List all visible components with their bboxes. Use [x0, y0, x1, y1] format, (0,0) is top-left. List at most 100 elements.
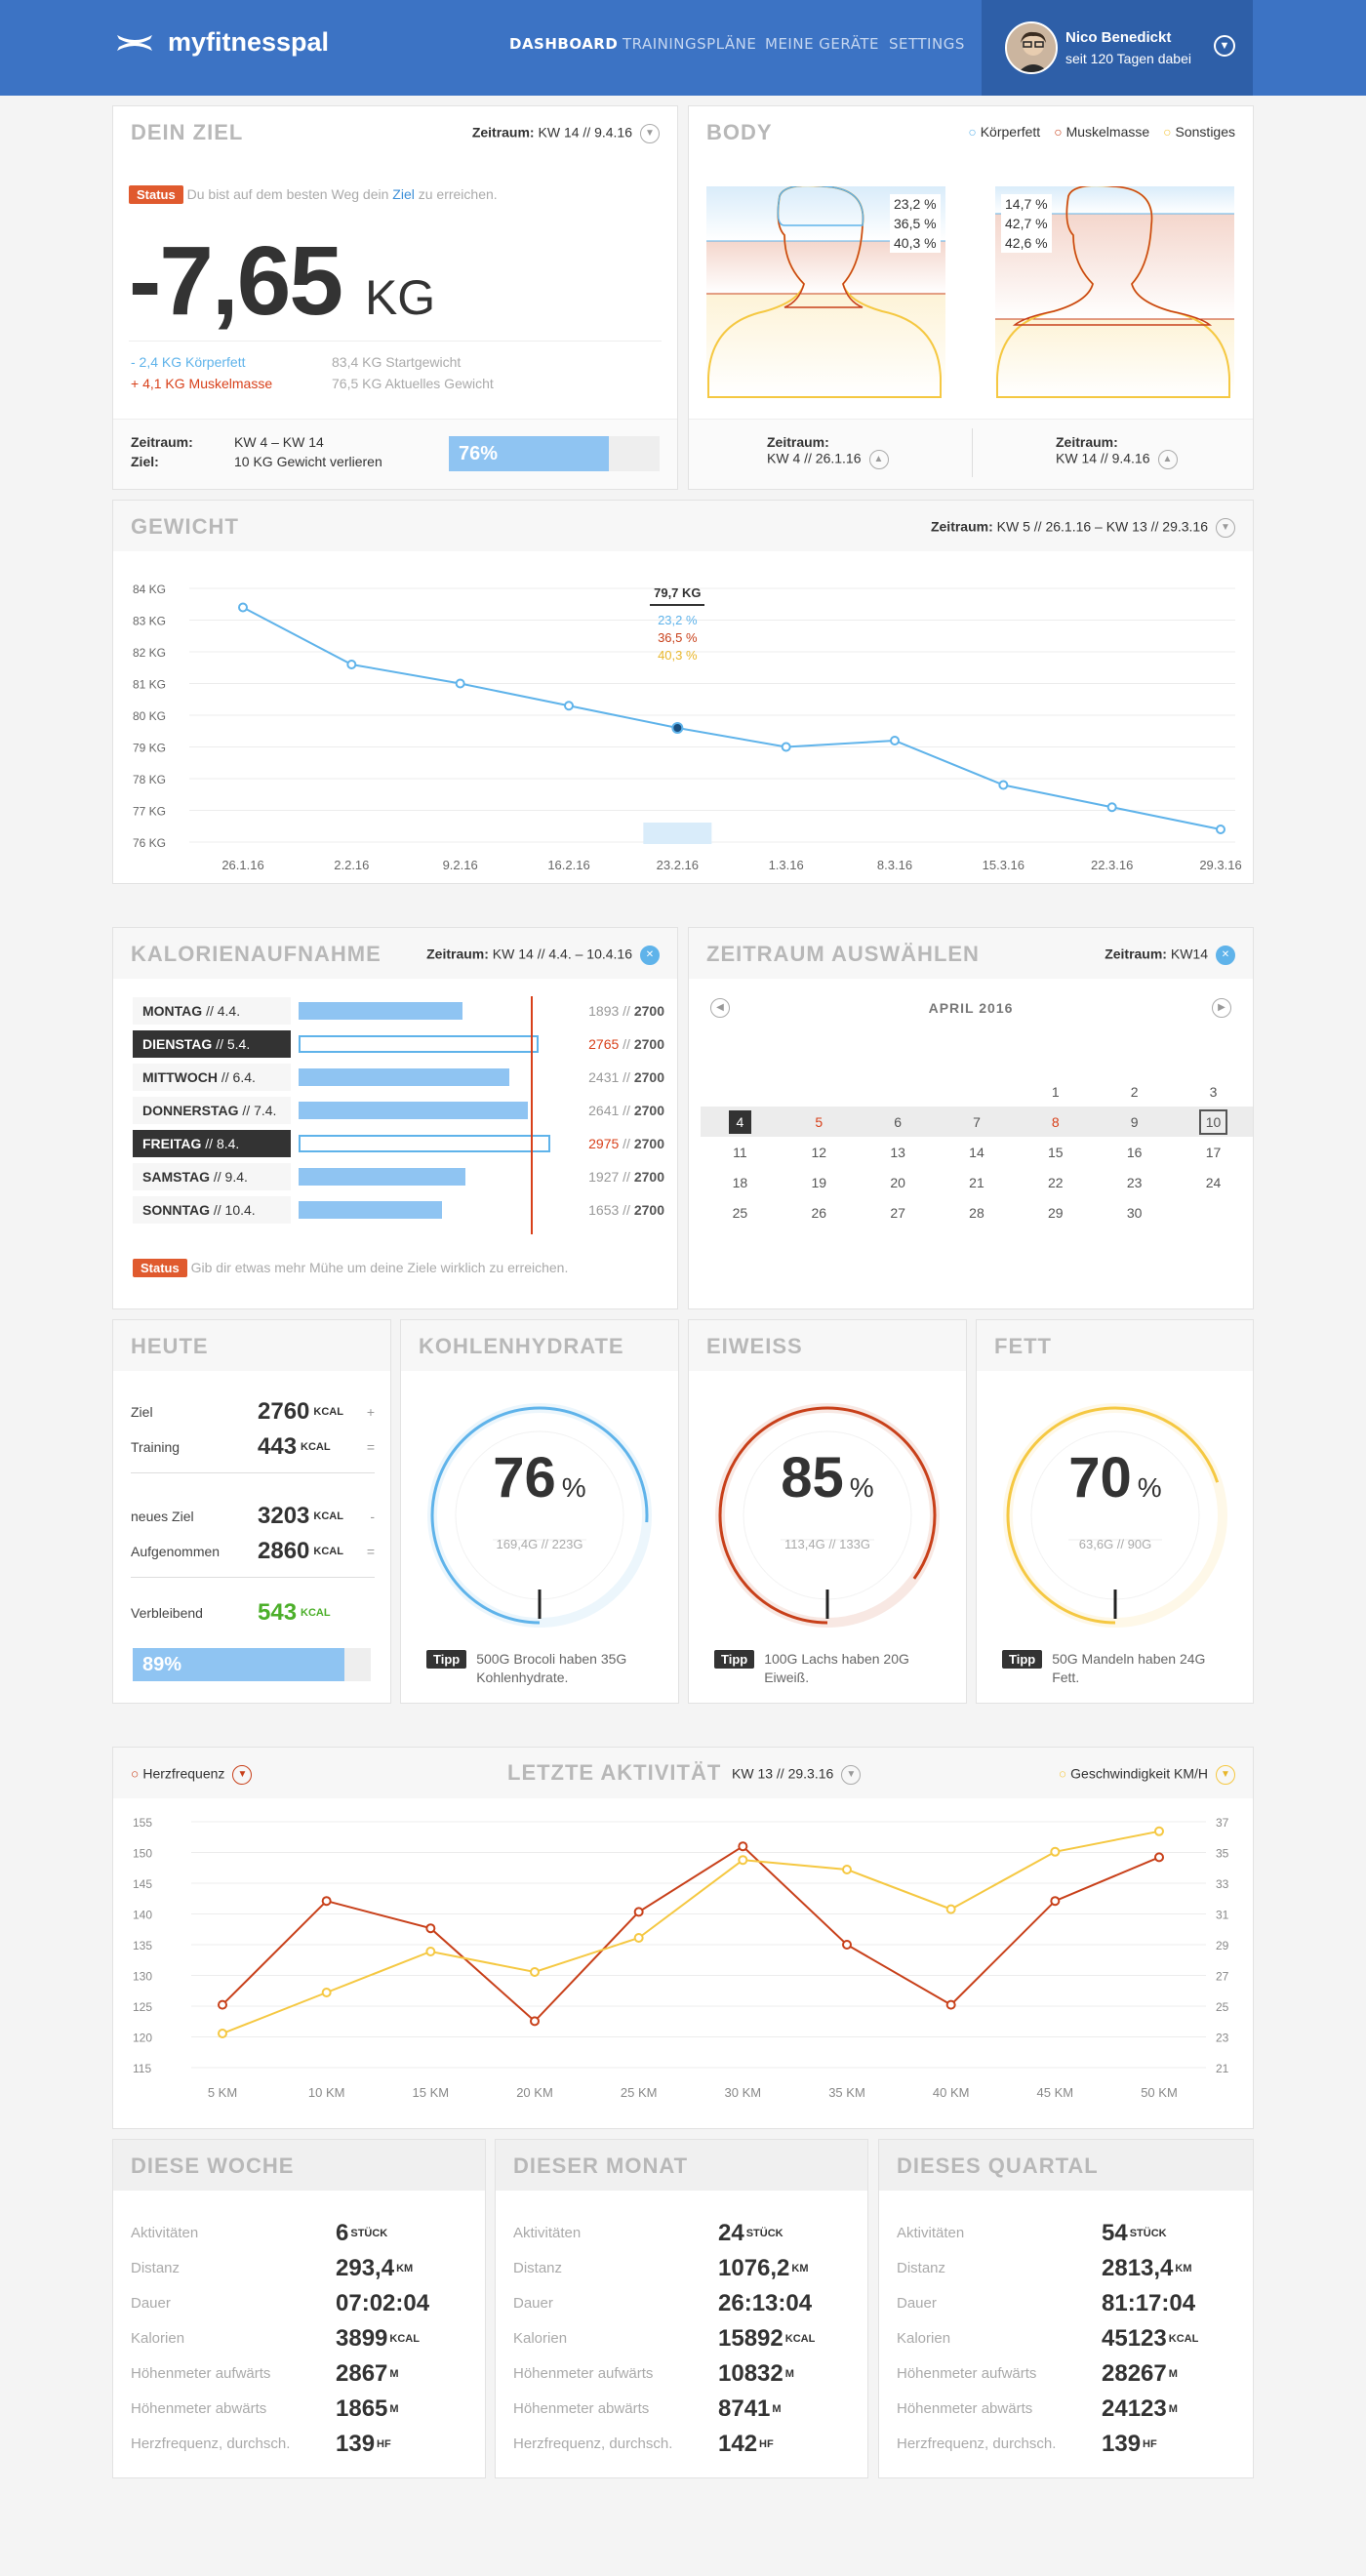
- fat-change: - 2,4 KG Körperfett: [131, 354, 246, 370]
- calorie-value: 1927 // 2700: [588, 1169, 664, 1185]
- logo[interactable]: myfitnesspal: [115, 27, 329, 58]
- activity-point: [321, 1896, 332, 1907]
- activity-point: [945, 1904, 956, 1914]
- x-tick-label: 2.2.16: [334, 858, 369, 872]
- day-label: FREITAG // 8.4.: [133, 1130, 291, 1157]
- chevron-down-icon[interactable]: ▼: [841, 1765, 862, 1785]
- calories-range: Zeitraum: KW 14 // 4.4. – 10.4.16 ✕: [426, 946, 660, 965]
- weight-point: [1216, 825, 1225, 834]
- chevron-up-icon[interactable]: ▲: [868, 450, 889, 469]
- goal-range: Zeitraum: KW 14 // 9.4.16 ▼: [472, 124, 660, 143]
- macro-title: KOHLENHYDRATE: [419, 1334, 624, 1358]
- chevron-up-icon[interactable]: ▲: [1157, 450, 1178, 469]
- stats-row: Dauer 81:17:04: [897, 2290, 1196, 2316]
- x-tick-label: 8.3.16: [877, 858, 912, 872]
- body-values-right: 14,7 % 42,7 % 42,6 %: [1001, 194, 1052, 253]
- activity-chart: 155 37 150 35 145 33 140 31 135 29 130 27 125 25 120 23…: [133, 1816, 1229, 2100]
- y-tick-label-right: 23: [1216, 2032, 1229, 2045]
- day-label: DIENSTAG // 5.4.: [133, 1030, 291, 1058]
- x-tick-label: 15 KM: [413, 2085, 450, 2100]
- calories-day-row[interactable]: FREITAG // 8.4. 2975 // 2700: [133, 1127, 664, 1160]
- chevron-left-icon[interactable]: ◀: [710, 998, 730, 1018]
- calories-day-row[interactable]: SONNTAG // 10.4. 1653 // 2700: [133, 1193, 664, 1227]
- goal-progress-bar: 76%: [449, 436, 660, 471]
- top-header: myfitnesspal DASHBOARD TRAININGSPLÄNE ME…: [0, 0, 1366, 96]
- start-weight: 83,4 KG Startgewicht: [332, 354, 462, 370]
- chevron-down-icon[interactable]: ▼: [232, 1765, 253, 1785]
- y-tick-label-right: 27: [1216, 1970, 1229, 1984]
- nav-dashboard[interactable]: DASHBOARD: [509, 35, 619, 53]
- chevron-down-icon[interactable]: ▼: [640, 124, 660, 143]
- app-name: myfitnesspal: [168, 27, 330, 57]
- today-row: Training 443 KCAL =: [131, 1433, 375, 1460]
- macro-progress-arc: [718, 1406, 937, 1625]
- muscle-change: + 4,1 KG Muskelmasse: [131, 376, 273, 391]
- calorie-bar: [299, 1135, 550, 1152]
- macro-tip: Tipp 50G Mandeln haben 24G Fett.: [1002, 1650, 1236, 1687]
- goal-link[interactable]: Ziel: [392, 186, 415, 202]
- chevron-down-icon[interactable]: ▼: [1214, 35, 1235, 57]
- nav-settings[interactable]: SETTINGS: [889, 35, 965, 53]
- chevron-right-icon[interactable]: ▶: [1212, 998, 1231, 1018]
- macro-percent: 85%: [781, 1446, 874, 1509]
- avatar: [1005, 21, 1058, 74]
- macro-card: FETT 70% 63,6G // 90G Tipp 50G Mandeln haben…: [976, 1319, 1254, 1704]
- activity-point: [842, 1865, 852, 1874]
- stats-row: Distanz 2813,4 KM: [897, 2255, 1192, 2281]
- y-tick-label-left: 130: [133, 1970, 152, 1984]
- activity-point: [842, 1940, 852, 1950]
- activity-point: [425, 1923, 436, 1934]
- calendar-day-today[interactable]: 10: [1198, 1108, 1228, 1135]
- y-tick-label: 84 KG: [133, 583, 166, 596]
- nav-meine-geraete[interactable]: MEINE GERÄTE: [765, 35, 879, 53]
- nav-trainingsplaene[interactable]: TRAININGSPLÄNE: [623, 35, 757, 53]
- calories-day-row[interactable]: DONNERSTAG // 7.4. 2641 // 2700: [133, 1094, 664, 1127]
- chevron-down-icon[interactable]: ▼: [1216, 518, 1235, 538]
- stats-row: Aktivitäten 6 STÜCK: [131, 2220, 388, 2246]
- day-label: MONTAG // 4.4.: [133, 997, 291, 1025]
- chevron-down-icon[interactable]: ▼: [1216, 1765, 1235, 1785]
- stats-row: Kalorien 15892 KCAL: [513, 2325, 816, 2352]
- stats-row: Höhenmeter aufwärts 2867 M: [131, 2360, 399, 2387]
- x-tick-label: 16.2.16: [547, 858, 589, 872]
- close-icon[interactable]: ✕: [1216, 946, 1235, 965]
- period-range: Zeitraum: KW14 ✕: [1105, 946, 1235, 965]
- calories-day-row[interactable]: SAMSTAG // 9.4. 1927 // 2700: [133, 1160, 664, 1193]
- x-tick-label: 26.1.16: [221, 858, 263, 872]
- calories-day-row[interactable]: MONTAG // 4.4. 1893 // 2700: [133, 994, 664, 1027]
- day-label: SAMSTAG // 9.4.: [133, 1163, 291, 1190]
- y-tick-label: 78 KG: [133, 773, 166, 786]
- weight-point: [564, 701, 574, 711]
- activity-point: [530, 1967, 540, 1977]
- y-tick-label: 79 KG: [133, 742, 166, 755]
- y-tick-label-left: 145: [133, 1877, 152, 1891]
- user-menu[interactable]: Nico Benedickt seit 120 Tagen dabei ▼: [982, 0, 1253, 96]
- stats-row: Höhenmeter abwärts 8741 M: [513, 2395, 782, 2422]
- calories-day-row[interactable]: MITTWOCH // 6.4. 2431 // 2700: [133, 1061, 664, 1094]
- stats-card: DIESER MONAT Aktivitäten 24 STÜCK Distanz 107…: [495, 2139, 868, 2478]
- highlight-band: [643, 823, 712, 844]
- weight-point: [238, 602, 248, 613]
- calories-title: KALORIENAUFNAHME: [131, 942, 382, 966]
- body-card: BODY ○ Körperfett ○ Muskelmasse ○ Sonsti…: [688, 105, 1254, 490]
- close-icon[interactable]: ✕: [640, 946, 660, 965]
- body-legend: ○ Körperfett ○ Muskelmasse ○ Sonstiges: [968, 124, 1235, 140]
- x-tick-label: 15.3.16: [983, 858, 1024, 872]
- calories-day-row[interactable]: DIENSTAG // 5.4. 2765 // 2700: [133, 1027, 664, 1061]
- macro-percent: 76%: [493, 1446, 586, 1509]
- y-tick-label: 76 KG: [133, 836, 166, 850]
- status-badge: Status: [129, 185, 183, 204]
- macro-amount: 169,4G // 223G: [496, 1537, 583, 1551]
- y-tick-label-right: 25: [1216, 2000, 1229, 2014]
- weight-point: [998, 780, 1009, 790]
- activity-legend-right: ○ Geschwindigkeit KM/H ▼: [1059, 1765, 1235, 1785]
- x-tick-label: 10 KM: [308, 2085, 345, 2100]
- x-tick-label: 5 KM: [208, 2085, 237, 2100]
- body-figure-left: [706, 186, 945, 398]
- activity-line: [221, 1830, 1160, 2034]
- weight-point: [346, 660, 357, 669]
- y-tick-label-left: 135: [133, 1939, 152, 1952]
- calendar-day-selected[interactable]: 4: [728, 1109, 752, 1134]
- weight-title: GEWICHT: [131, 514, 239, 539]
